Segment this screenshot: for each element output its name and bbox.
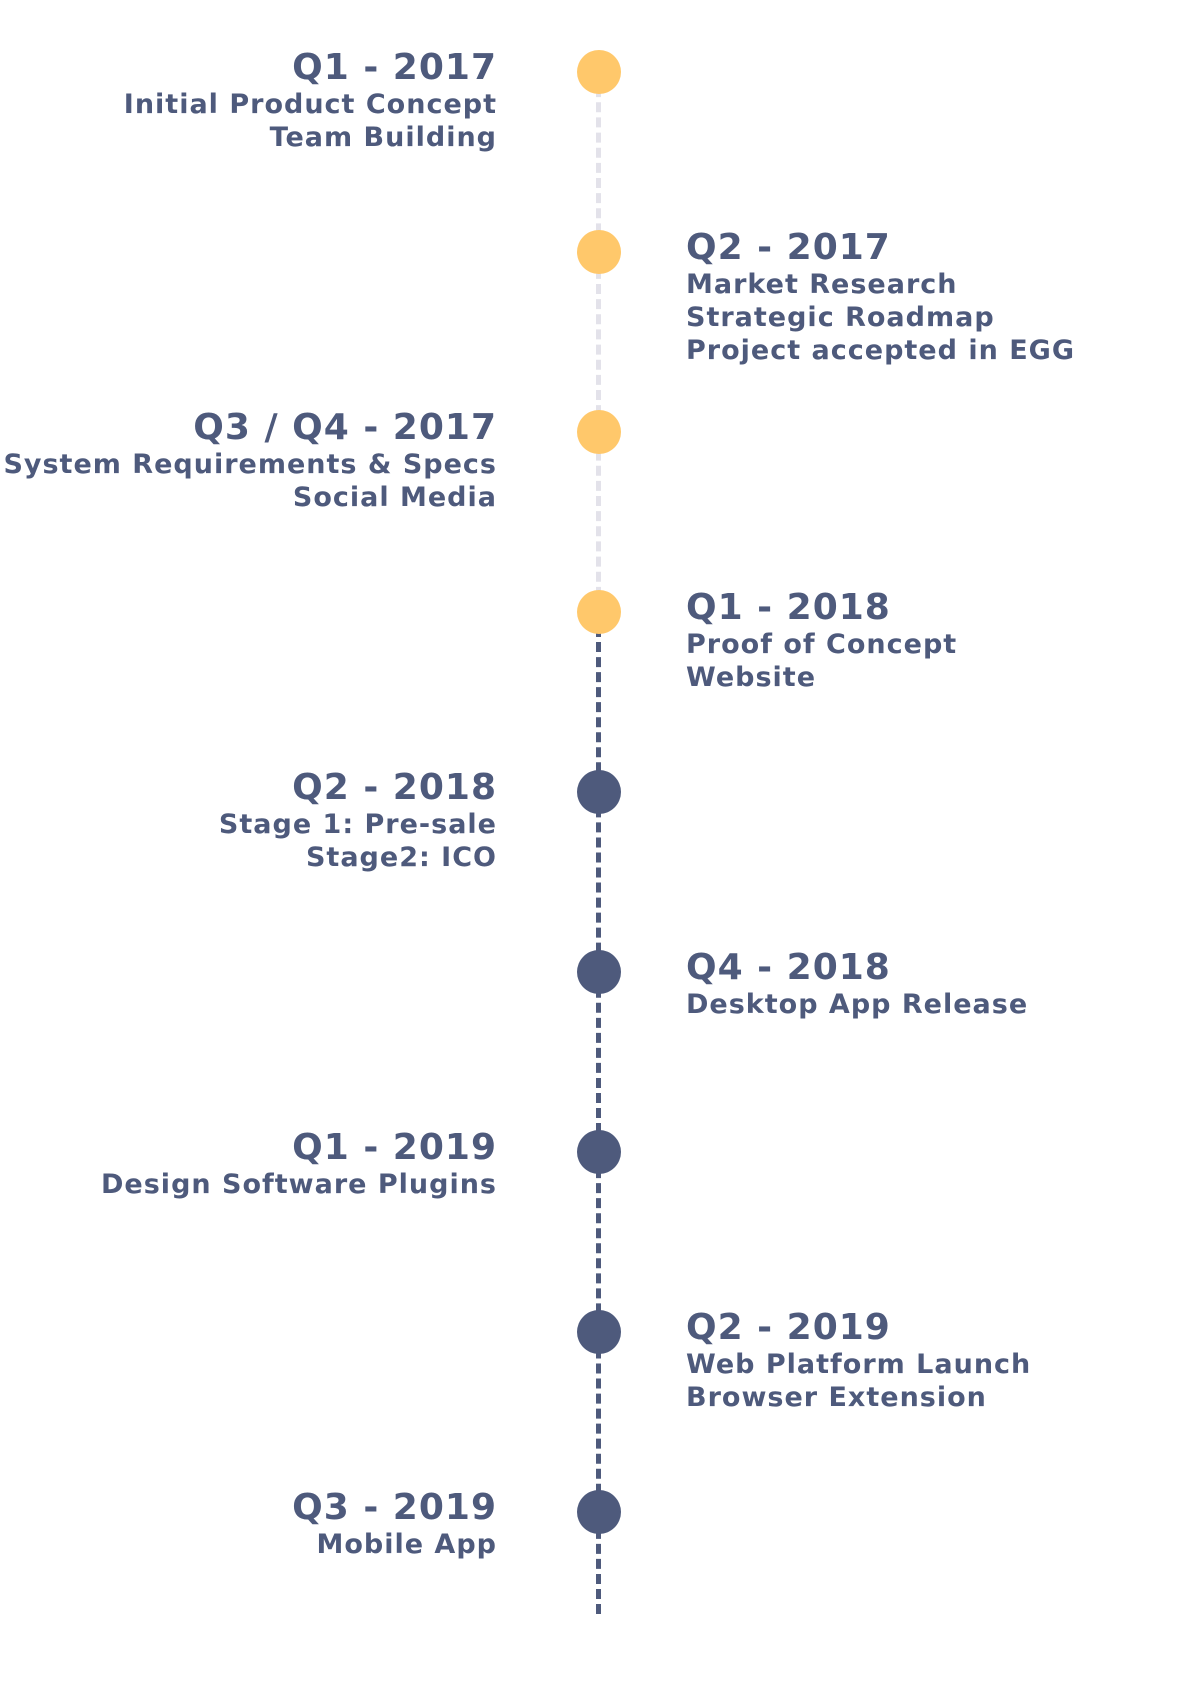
milestone-entry: Q3 - 2019 Mobile App [0, 1488, 497, 1561]
milestone-item: Social Media [292, 482, 497, 513]
milestone-entry: Q4 - 2018 Desktop App Release [686, 948, 1186, 1021]
timeline-line-upcoming [596, 612, 601, 1614]
milestone-item: Project accepted in EGG [686, 335, 1075, 366]
milestone-dot [577, 50, 621, 94]
milestone-period: Q4 - 2018 [686, 947, 891, 988]
milestone-item: Mobile App [316, 1529, 497, 1560]
milestone-period: Q1 - 2019 [292, 1127, 497, 1168]
milestone-entry: Q1 - 2018 Proof of Concept Website [686, 588, 1186, 694]
milestone-item: Team Building [269, 122, 497, 153]
milestone-entry: Q1 - 2019 Design Software Plugins [0, 1128, 497, 1201]
milestone-item: Design Software Plugins [101, 1169, 497, 1200]
milestone-period: Q3 / Q4 - 2017 [193, 407, 497, 448]
milestone-entry: Q2 - 2019 Web Platform Launch Browser Exte… [686, 1308, 1186, 1414]
milestone-entry: Q1 - 2017 Initial Product Concept Team Bui… [0, 48, 497, 154]
milestone-item: Market Research [686, 269, 958, 300]
milestone-entry: Q2 - 2017 Market Research Strategic Roadma… [686, 228, 1186, 367]
milestone-entry: Q2 - 2018 Stage 1: Pre-sale Stage2: ICO [0, 768, 497, 874]
milestone-item: Web Platform Launch [686, 1349, 1032, 1380]
milestone-dot [577, 950, 621, 994]
milestone-dot [577, 1490, 621, 1534]
milestone-dot [577, 1310, 621, 1354]
milestone-item: Strategic Roadmap [686, 302, 995, 333]
timeline-line-completed [596, 72, 601, 612]
milestone-period: Q2 - 2018 [292, 767, 497, 808]
milestone-period: Q1 - 2018 [686, 587, 891, 628]
milestone-item: Proof of Concept [686, 629, 958, 660]
milestone-period: Q1 - 2017 [292, 47, 497, 88]
milestone-period: Q2 - 2017 [686, 227, 891, 268]
milestone-item: Initial Product Concept [123, 89, 497, 120]
milestone-period: Q2 - 2019 [686, 1307, 891, 1348]
milestone-dot [577, 770, 621, 814]
milestone-dot [577, 1130, 621, 1174]
milestone-dot [577, 410, 621, 454]
milestone-item: Desktop App Release [686, 989, 1029, 1020]
milestone-dot [577, 590, 621, 634]
milestone-item: Website [686, 662, 817, 693]
milestone-entry: Q3 / Q4 - 2017 System Requirements & Spec… [0, 408, 497, 514]
milestone-item: Browser Extension [686, 1382, 987, 1413]
milestone-dot [577, 230, 621, 274]
milestone-period: Q3 - 2019 [292, 1487, 497, 1528]
milestone-item: System Requirements & Specs [3, 449, 497, 480]
milestone-item: Stage2: ICO [305, 842, 497, 873]
milestone-item: Stage 1: Pre-sale [218, 809, 497, 840]
